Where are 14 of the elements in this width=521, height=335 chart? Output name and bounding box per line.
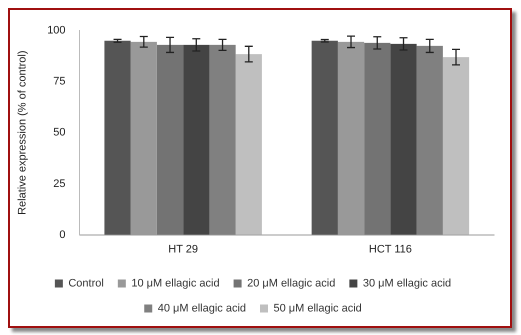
- x-tick-label: HT 29: [168, 243, 198, 256]
- y-tick-label: 100: [47, 24, 66, 37]
- legend-label: 20 μM ellagic acid: [247, 278, 336, 290]
- y-axis-title: Relative expression (% of control): [16, 50, 29, 215]
- y-tick-label: 0: [59, 228, 66, 241]
- legend-label: 10 μM ellagic acid: [131, 278, 220, 290]
- legend-label: 30 μM ellagic acid: [362, 278, 452, 290]
- y-tick-label: 75: [53, 76, 66, 88]
- y-tick-label: 50: [53, 126, 66, 139]
- y-tick-label: 25: [53, 178, 66, 190]
- x-tick-label: HCT 116: [368, 243, 412, 256]
- legend-label: 40 μM ellagic acid: [158, 302, 246, 315]
- legend-label: 50 μM ellagic acid: [274, 302, 362, 315]
- legend-label: Control: [68, 278, 104, 290]
